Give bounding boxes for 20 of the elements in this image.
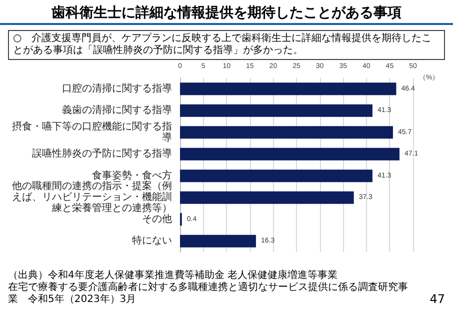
bar: [180, 104, 372, 117]
y-tick-label: 食事姿勢・食べ方: [92, 169, 172, 182]
y-tick-label: 他の職種間の連携の指示・提案（例えば、リハビリテーション・機能訓練と栄養管理との連携等）: [12, 180, 172, 214]
text: （出典）令和4年度老人保健事業推進費等補助金 老人保健健康増進等事業: [8, 270, 339, 282]
y-tick-label: 義歯の清掃に関する指導: [62, 104, 172, 116]
bar: [180, 148, 400, 160]
bar: [180, 126, 393, 139]
y-tick-label: その他: [142, 212, 172, 225]
y-tick-label: 摂食・嚥下等の口腔機能に関する指導: [12, 120, 172, 144]
bar: [180, 234, 256, 248]
text: 在宅で療養する要介護高齢者に対する多職種連携と適切なサービス提供に係る調査研究事業 令和5年（2023年）3月: [8, 282, 408, 306]
text: ○ 介護支援専門員が、ケアプランに反映する上で歯科衛生士に詳細な情報提供を期待したことがある事項は「誤嚥性肺炎の予防に関する指導」が多かった。: [8, 30, 445, 60]
bar: [180, 170, 372, 182]
y-tick-label: 口腔の清掃に関する指導: [62, 82, 172, 94]
bar: [180, 82, 396, 96]
text: 47: [430, 292, 445, 306]
y-tick-label: 誤嚥性肺炎の予防に関する指導: [32, 148, 172, 160]
chart-title: 歯科衛生士に詳細な情報提供を期待したことがある事項: [0, 3, 453, 25]
bar: [180, 191, 354, 204]
y-tick-label: 特にない: [132, 234, 172, 247]
